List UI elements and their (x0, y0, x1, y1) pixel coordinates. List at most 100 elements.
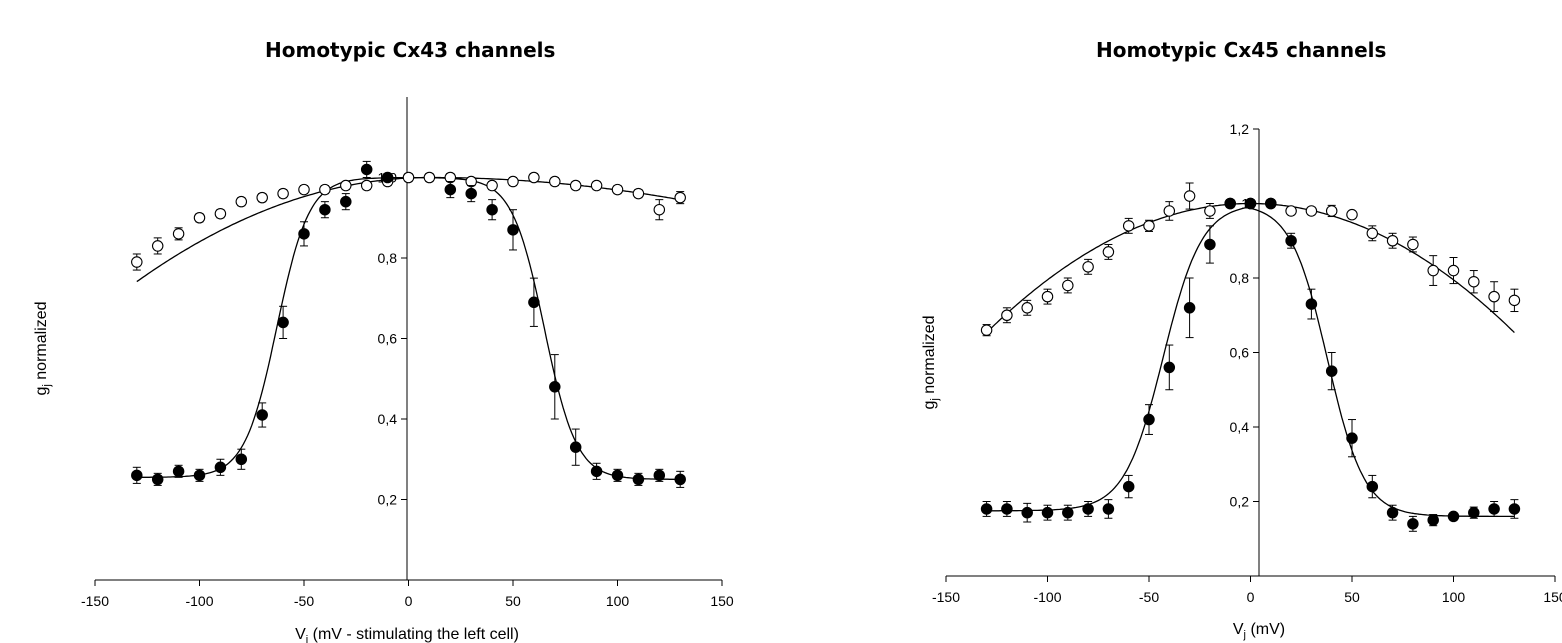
data-point-open (674, 191, 686, 204)
data-point-open (360, 179, 373, 192)
data-point-filled (360, 163, 373, 176)
data-point-filled (1447, 510, 1460, 523)
x-tick-label: 50 (505, 593, 521, 609)
data-point-open (1468, 275, 1480, 288)
x-tick-label: 100 (1442, 589, 1466, 605)
x-tick-label: 100 (606, 593, 630, 609)
data-point-open (1508, 294, 1521, 307)
x-tick-label: -100 (1033, 589, 1061, 605)
y-axis-label: gj normalized (33, 301, 53, 395)
data-point-filled (1183, 302, 1196, 314)
y-tick-label: 0,8 (1230, 270, 1250, 286)
data-point-filled (1407, 518, 1419, 530)
data-point-filled (381, 171, 394, 184)
data-point-filled (1488, 503, 1500, 515)
data-point-open (549, 175, 561, 188)
y-tick-label: 0,6 (1230, 345, 1250, 361)
data-point-open (1204, 205, 1216, 217)
data-point-open (1285, 205, 1297, 217)
x-tick-label: 150 (1543, 589, 1562, 605)
data-point-filled (528, 296, 540, 309)
data-point-filled (1325, 365, 1338, 377)
data-point-open (1305, 205, 1318, 217)
data-point-filled (1468, 506, 1480, 519)
y-tick-label: 1,2 (1230, 121, 1250, 137)
data-point-open (319, 183, 331, 196)
data-point-open (277, 187, 289, 200)
data-point-open (193, 212, 206, 224)
data-point-filled (319, 203, 331, 216)
data-point-filled (193, 469, 206, 482)
data-point-filled (1021, 506, 1033, 519)
data-point-filled (1062, 506, 1074, 519)
fit-curve-open (136, 176, 681, 283)
data-point-open (569, 179, 582, 192)
data-point-filled (1001, 503, 1013, 515)
data-point-filled (486, 203, 498, 216)
y-tick-label: 0,2 (1230, 494, 1250, 510)
data-point-open (235, 195, 248, 208)
data-point-filled (1386, 506, 1399, 519)
data-point-open (1427, 264, 1439, 277)
data-point-filled (151, 473, 164, 486)
data-point-open (1143, 220, 1155, 232)
data-point-filled (1122, 480, 1135, 493)
y-tick-label: 0,2 (378, 492, 398, 508)
data-point-open (1386, 235, 1399, 247)
data-point-filled (298, 228, 310, 240)
data-point-filled (611, 469, 624, 482)
data-point-open (632, 187, 645, 200)
data-point-open (1183, 190, 1196, 202)
data-point-open (653, 203, 666, 216)
data-point-open (590, 179, 603, 192)
data-point-filled (235, 453, 248, 465)
data-point-filled (277, 316, 289, 329)
x-tick-label: -150 (81, 593, 109, 609)
x-axis-label: Vj (mV - stimulating the left cell) (295, 626, 519, 643)
y-tick-label: 0,6 (378, 331, 398, 347)
data-point-open (486, 179, 498, 192)
data-point-open (1082, 261, 1094, 273)
data-point-filled (549, 381, 561, 393)
data-point-filled (1285, 235, 1297, 247)
x-tick-label: -50 (1139, 589, 1159, 605)
data-point-open (1062, 279, 1074, 292)
data-point-filled (653, 469, 666, 482)
data-point-filled (1265, 197, 1277, 210)
data-point-open (611, 183, 624, 196)
data-point-filled (214, 461, 227, 474)
data-point-open (1407, 238, 1419, 251)
data-point-open (131, 256, 143, 268)
data-point-filled (1143, 413, 1155, 426)
data-point-filled (569, 441, 582, 453)
data-point-filled (980, 503, 993, 515)
data-point-open (1366, 227, 1379, 240)
data-point-filled (1366, 480, 1379, 493)
data-point-filled (1082, 503, 1094, 515)
x-tick-label: 50 (1344, 589, 1360, 605)
data-point-open (1102, 246, 1115, 258)
fit-curve-filled (986, 206, 1515, 518)
x-tick-label: -100 (185, 593, 213, 609)
data-point-open (1041, 290, 1054, 303)
data-point-filled (1224, 197, 1236, 210)
data-point-filled (1163, 361, 1176, 374)
data-point-open (298, 183, 310, 196)
data-point-filled (1102, 503, 1115, 515)
data-point-open (1325, 205, 1338, 217)
chart-title-cx45: Homotypic Cx45 channels (1096, 38, 1387, 62)
x-tick-label: -50 (294, 593, 314, 609)
data-point-filled (1244, 197, 1257, 210)
data-point-open (980, 324, 993, 336)
data-point-filled (340, 195, 352, 208)
data-point-open (151, 240, 164, 252)
data-point-filled (1346, 432, 1358, 444)
data-point-filled (465, 187, 477, 200)
data-point-open (402, 171, 415, 184)
data-point-open (1163, 205, 1176, 217)
data-point-open (1346, 208, 1358, 221)
data-point-filled (1041, 506, 1054, 519)
data-point-filled (256, 409, 268, 421)
